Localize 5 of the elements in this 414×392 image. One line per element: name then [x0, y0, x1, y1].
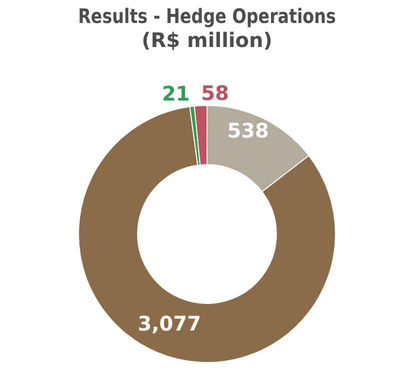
data-label: 3,077	[138, 312, 201, 336]
chart-title: Results - Hedge Operations (R$ million)	[78, 6, 336, 52]
data-label: 21	[162, 82, 190, 106]
data-label: 538	[227, 118, 269, 143]
data-label: 58	[201, 80, 229, 105]
